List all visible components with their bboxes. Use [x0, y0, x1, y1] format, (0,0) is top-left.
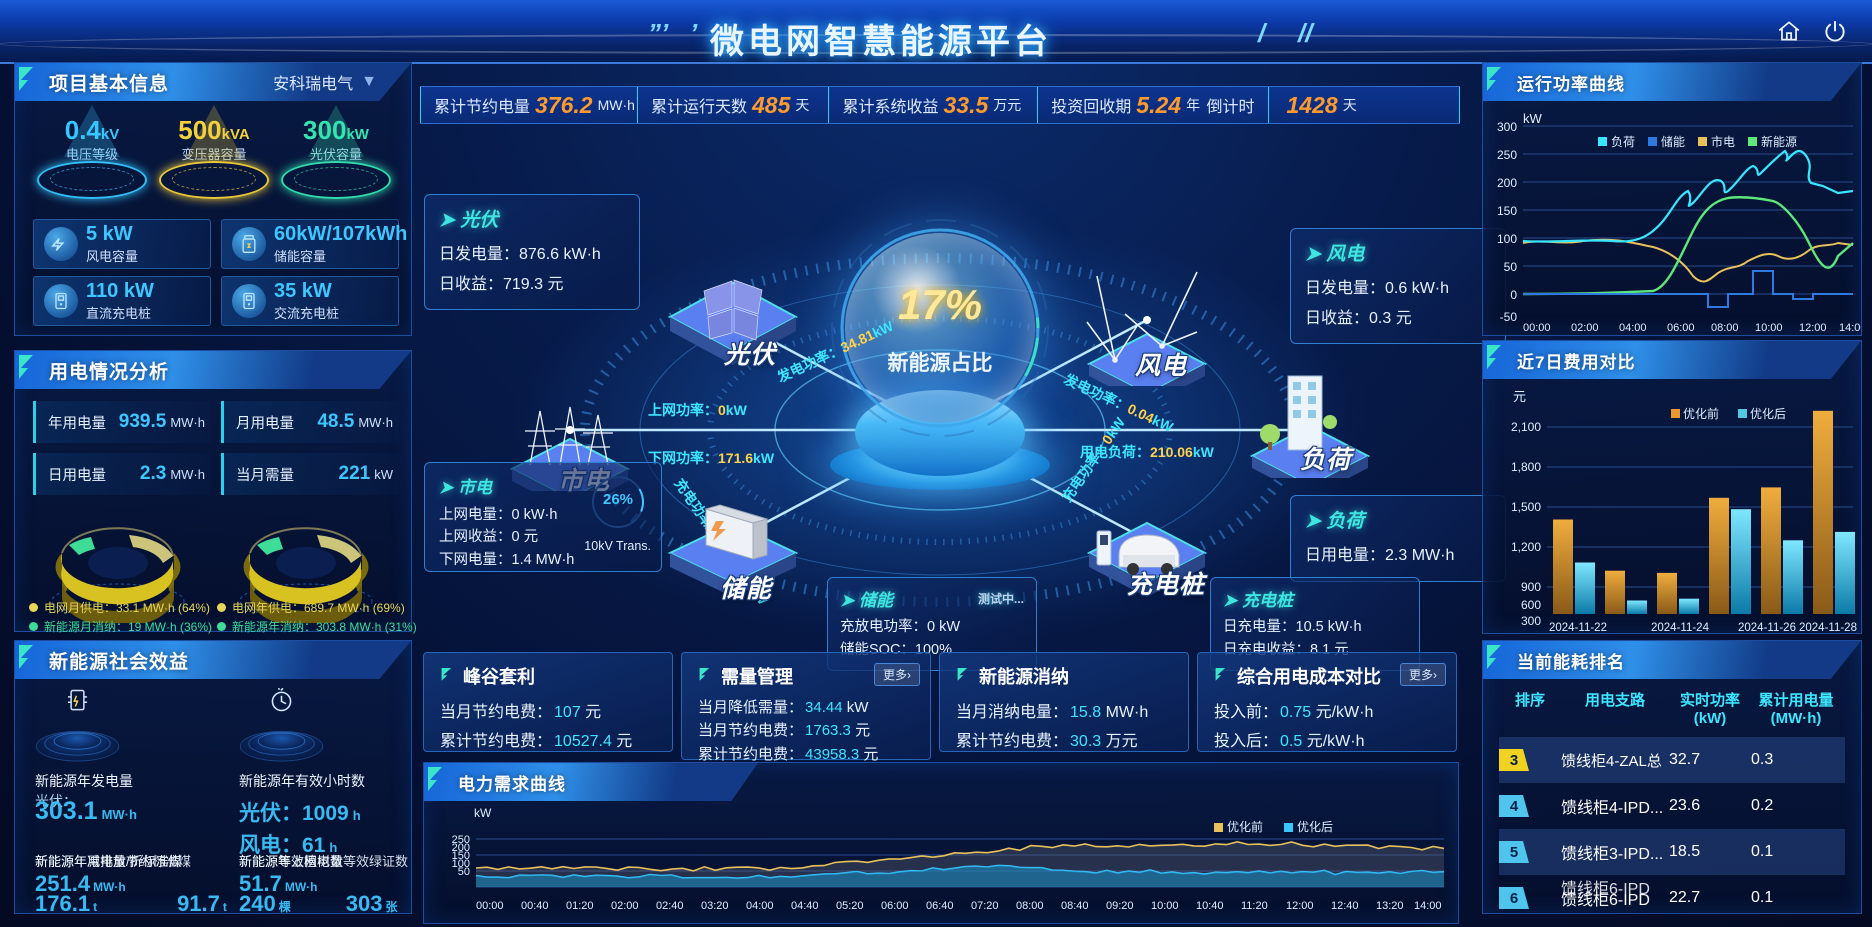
svg-text:09:20: 09:20 [1106, 900, 1134, 912]
svg-text:-50: -50 [1500, 310, 1518, 324]
svg-text:04:40: 04:40 [791, 900, 819, 912]
svg-text:2024-11-28: 2024-11-28 [1799, 622, 1857, 633]
svg-text:08:00: 08:00 [1016, 900, 1044, 912]
svg-text:00:00: 00:00 [476, 900, 504, 912]
svg-text:150: 150 [1497, 204, 1517, 218]
svg-text:00:40: 00:40 [521, 900, 549, 912]
svg-text:11:20: 11:20 [1241, 900, 1268, 912]
svg-text:1,500: 1,500 [1511, 500, 1541, 514]
svg-text:优化后: 优化后 [1750, 407, 1786, 421]
svg-text:1,200: 1,200 [1511, 540, 1541, 554]
svg-text:600: 600 [1521, 598, 1541, 612]
svg-text:10:00: 10:00 [1151, 900, 1179, 912]
svg-text:市电: 市电 [1711, 134, 1735, 149]
svg-text:优化后: 优化后 [1297, 820, 1333, 834]
svg-text:13:20: 13:20 [1376, 900, 1404, 912]
svg-text:100: 100 [1497, 232, 1517, 246]
svg-text:优化前: 优化前 [1683, 406, 1719, 421]
svg-text:50: 50 [458, 866, 470, 878]
svg-text:200: 200 [1497, 176, 1517, 190]
svg-text:kW: kW [1523, 111, 1543, 126]
svg-text:负荷: 负荷 [1611, 135, 1635, 149]
svg-text:储能: 储能 [1661, 134, 1685, 149]
svg-text:06:00: 06:00 [1667, 322, 1695, 334]
svg-text:2024-11-26: 2024-11-26 [1738, 622, 1796, 633]
svg-text:2024-11-22: 2024-11-22 [1549, 622, 1607, 633]
svg-text:05:20: 05:20 [836, 900, 864, 912]
svg-text:12:00: 12:00 [1286, 900, 1314, 912]
svg-text:2024-11-24: 2024-11-24 [1651, 622, 1710, 633]
svg-text:10:40: 10:40 [1196, 900, 1224, 912]
svg-text:06:40: 06:40 [926, 900, 954, 912]
svg-text:07:20: 07:20 [971, 900, 999, 912]
svg-text:优化前: 优化前 [1227, 819, 1263, 834]
svg-text:01:20: 01:20 [566, 900, 594, 912]
svg-text:14:00: 14:00 [1839, 322, 1861, 334]
svg-text:14:00: 14:00 [1414, 900, 1442, 912]
svg-text:10:00: 10:00 [1755, 322, 1783, 334]
svg-text:06:00: 06:00 [881, 900, 909, 912]
svg-text:12:00: 12:00 [1799, 322, 1827, 334]
svg-text:03:20: 03:20 [701, 900, 729, 912]
svg-text:02:40: 02:40 [656, 900, 684, 912]
svg-text:250: 250 [1497, 148, 1517, 162]
svg-text:12:40: 12:40 [1331, 900, 1359, 912]
svg-text:02:00: 02:00 [611, 900, 639, 912]
svg-text:04:00: 04:00 [746, 900, 774, 912]
svg-text:00:00: 00:00 [1523, 322, 1551, 334]
svg-text:新能源: 新能源 [1761, 134, 1797, 149]
svg-text:2,100: 2,100 [1511, 420, 1541, 434]
svg-text:kW: kW [474, 806, 492, 820]
svg-text:300: 300 [1521, 614, 1541, 628]
svg-text:900: 900 [1521, 580, 1541, 594]
svg-text:04:00: 04:00 [1619, 322, 1647, 334]
svg-text:02:00: 02:00 [1571, 322, 1599, 334]
svg-text:08:40: 08:40 [1061, 900, 1089, 912]
svg-text:08:00: 08:00 [1711, 322, 1739, 334]
svg-text:50: 50 [1504, 260, 1518, 274]
svg-text:元: 元 [1513, 389, 1526, 404]
svg-text:1,800: 1,800 [1511, 460, 1541, 474]
svg-text:0: 0 [1510, 288, 1517, 302]
svg-text:300: 300 [1497, 120, 1517, 134]
